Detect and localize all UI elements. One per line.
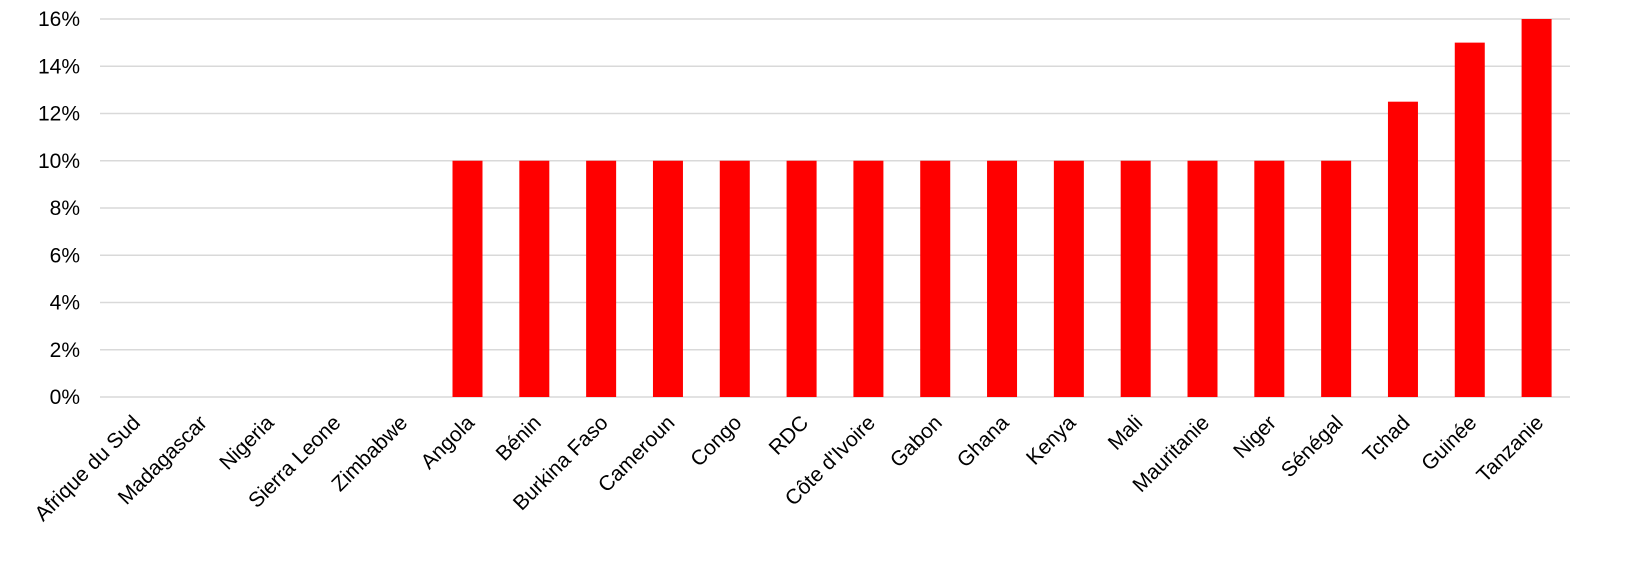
- y-tick-label: 4%: [50, 292, 80, 315]
- bar: [786, 160, 817, 397]
- x-tick-label: Tchad: [1359, 411, 1415, 467]
- y-tick-label: 12%: [38, 103, 80, 126]
- bar: [519, 160, 550, 397]
- x-tick-label: Afrique du Sud: [30, 411, 145, 526]
- x-tick-label: RDC: [765, 411, 813, 459]
- y-tick-label: 2%: [50, 339, 80, 362]
- y-tick-label: 14%: [38, 55, 80, 78]
- bar: [1053, 160, 1084, 397]
- bar: [1254, 160, 1285, 397]
- bars: [452, 19, 1552, 397]
- x-tick-label: Ghana: [953, 411, 1014, 472]
- y-tick-label: 16%: [38, 8, 80, 31]
- x-tick-label: Guinée: [1417, 411, 1481, 475]
- bar: [452, 160, 483, 397]
- bar: [987, 160, 1018, 397]
- x-tick-label: Angola: [417, 411, 480, 474]
- x-tick-label: Congo: [686, 411, 746, 471]
- x-tick-label: Gabon: [886, 411, 947, 472]
- bar: [1521, 19, 1552, 397]
- bar: [1120, 160, 1151, 397]
- y-axis-tick-labels: 0% 2% 4% 6% 8% 10% 12% 14% 16%: [38, 8, 80, 409]
- x-tick-label: Nigeria: [215, 411, 279, 475]
- bar: [853, 160, 884, 397]
- y-tick-label: 10%: [38, 150, 80, 173]
- y-tick-label: 6%: [50, 244, 80, 267]
- y-tick-label: 8%: [50, 197, 80, 220]
- y-tick-label: 0%: [50, 386, 80, 409]
- x-tick-label: Kenya: [1022, 411, 1081, 470]
- bar: [1454, 42, 1485, 397]
- x-tick-label: Niger: [1229, 411, 1281, 463]
- bar: [586, 160, 617, 397]
- bar: [1321, 160, 1352, 397]
- bar: [920, 160, 951, 397]
- bar: [652, 160, 683, 397]
- bar: [1387, 101, 1418, 397]
- bar: [719, 160, 750, 397]
- bar: [1187, 160, 1218, 397]
- x-tick-label: Mali: [1104, 411, 1147, 454]
- x-tick-label: Bénin: [492, 411, 546, 465]
- x-tick-label: Sénégal: [1277, 411, 1348, 482]
- x-tick-label: Tanzanie: [1472, 411, 1548, 487]
- gridlines: [100, 18, 1570, 398]
